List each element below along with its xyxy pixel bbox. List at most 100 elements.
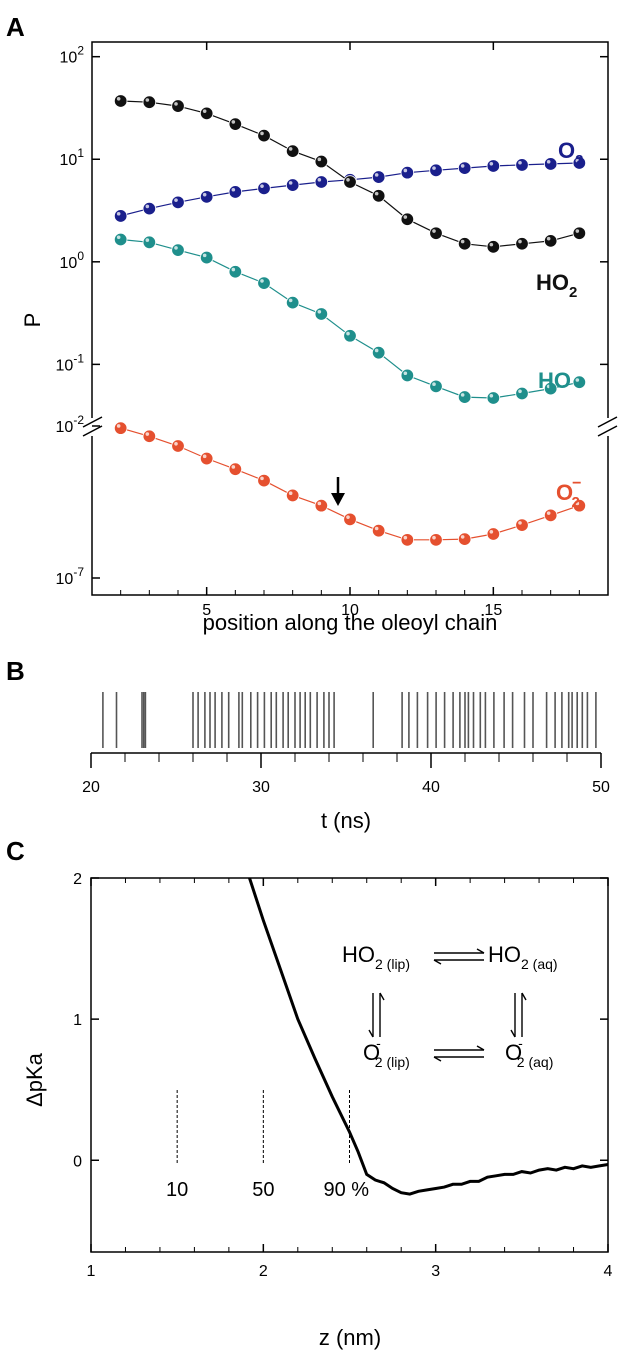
panel-b-chart: 20 30 40 50 t (ns): [82, 692, 610, 833]
a-xtick-label: 15: [484, 602, 502, 619]
data-point-highlight: [374, 526, 379, 531]
data-point-highlight: [202, 253, 207, 258]
data-point-O2-: [486, 527, 501, 541]
data-point-O2-: [199, 451, 214, 466]
data-point-O2: [543, 157, 558, 171]
panel-c-chart: 1 2 3 4 0 1 2 10 50 90 % z (nm) ΔpKa HO2 (lip) H…: [22, 871, 613, 1350]
axis-break-left-bottom: [82, 425, 103, 437]
data-point-O2-: [142, 429, 157, 443]
data-point-highlight: [432, 229, 436, 233]
data-point-highlight: [403, 168, 408, 173]
data-point-HO: [257, 276, 271, 290]
data-point-HO2: [371, 189, 386, 203]
dpka-curve: [248, 877, 609, 1196]
data-point-HO2: [543, 234, 558, 248]
axis-break-right-top: [597, 416, 618, 428]
data-point-highlight: [346, 178, 350, 182]
equilibrium-arrow-left: [368, 992, 385, 1038]
data-point-highlight: [460, 164, 465, 168]
data-point-highlight: [489, 530, 494, 534]
scheme-ho2-lip: HO2 (lip): [342, 942, 410, 972]
data-point-HO2: [486, 240, 501, 254]
data-point-HO: [572, 375, 587, 389]
c-ytick-label: 2: [73, 871, 82, 888]
a-ytick-label: 10-7: [56, 565, 85, 588]
axis-break-left-top: [82, 416, 103, 428]
data-point-HO2: [515, 237, 529, 251]
series-HO: HO: [113, 232, 587, 405]
data-point-O2-: [285, 488, 300, 503]
data-point-highlight: [260, 131, 264, 136]
data-point-highlight: [432, 382, 436, 386]
c-xtick-label: 1: [87, 1263, 96, 1280]
data-point-highlight: [432, 535, 436, 540]
data-point-O2-: [343, 512, 357, 527]
data-point-O2: [171, 195, 185, 210]
data-point-HO: [429, 379, 443, 394]
data-point-highlight: [260, 184, 264, 188]
panel-a-chart: 5 10 15 102 101 100 10-1 10-2 10-7 O2 HO2 HO O− 2 po…: [20, 41, 618, 635]
data-point-HO: [343, 329, 357, 343]
b-xtick-label: 30: [252, 779, 270, 796]
a-xtick-label: 5: [202, 602, 211, 619]
series-label-O2: O2: [558, 138, 583, 169]
data-point-highlight: [546, 384, 551, 389]
data-point-highlight: [174, 102, 178, 106]
data-point-highlight: [374, 348, 379, 353]
panel-b-xlabel: t (ns): [321, 808, 371, 833]
data-point-O2: [314, 175, 329, 189]
data-point-highlight: [145, 98, 150, 102]
data-point-O2-: [457, 532, 472, 546]
data-point-highlight: [288, 147, 293, 151]
panel-c-frame: [90, 877, 609, 1253]
data-point-HO2: [171, 99, 185, 113]
data-point-highlight: [317, 309, 322, 314]
data-point-highlight: [346, 331, 350, 336]
data-point-highlight: [231, 465, 236, 469]
data-point-highlight: [317, 178, 322, 182]
data-point-highlight: [317, 157, 322, 162]
data-point-highlight: [460, 393, 465, 397]
annotation-arrow: [331, 477, 345, 506]
data-point-O2-: [429, 533, 443, 547]
data-point-highlight: [231, 120, 236, 124]
data-point-O2: [228, 185, 243, 199]
data-point-O2: [429, 163, 443, 178]
data-point-HO: [515, 386, 529, 401]
data-point-highlight: [518, 160, 522, 165]
series-line-HO: [120, 238, 580, 399]
data-point-highlight: [116, 235, 121, 240]
data-point-O2-: [543, 508, 558, 523]
data-point-highlight: [489, 394, 494, 398]
data-point-highlight: [174, 198, 178, 202]
data-point-HO2: [400, 212, 415, 226]
a-ytick-label: 101: [60, 146, 85, 169]
data-point-O2: [142, 201, 157, 216]
data-point-HO: [142, 235, 157, 249]
data-point-highlight: [145, 204, 150, 209]
data-point-highlight: [202, 192, 207, 197]
axis-break-right-bottom: [597, 425, 618, 437]
b-xtick-label: 40: [422, 779, 440, 796]
series-label-HO: HO: [538, 368, 571, 393]
data-point-highlight: [518, 389, 522, 394]
scheme-ho2-aq: HO2 (aq): [488, 942, 558, 972]
data-point-HO2: [113, 94, 128, 108]
data-point-O2: [199, 190, 214, 204]
data-point-highlight: [546, 236, 551, 241]
data-point-O2: [486, 159, 501, 173]
data-point-HO2: [228, 117, 243, 131]
data-point-highlight: [317, 501, 322, 506]
data-point-highlight: [116, 211, 121, 216]
c-ytick-label: 1: [73, 1012, 82, 1029]
data-point-highlight: [288, 491, 293, 496]
panel-a-frame: [91, 41, 609, 596]
data-point-O2-: [228, 462, 243, 476]
data-point-HO2: [314, 154, 329, 169]
data-point-highlight: [145, 238, 150, 242]
data-point-O2-: [371, 523, 386, 538]
data-point-O2: [113, 209, 128, 223]
data-point-highlight: [346, 515, 350, 519]
panel-c-xlabel: z (nm): [319, 1325, 381, 1350]
